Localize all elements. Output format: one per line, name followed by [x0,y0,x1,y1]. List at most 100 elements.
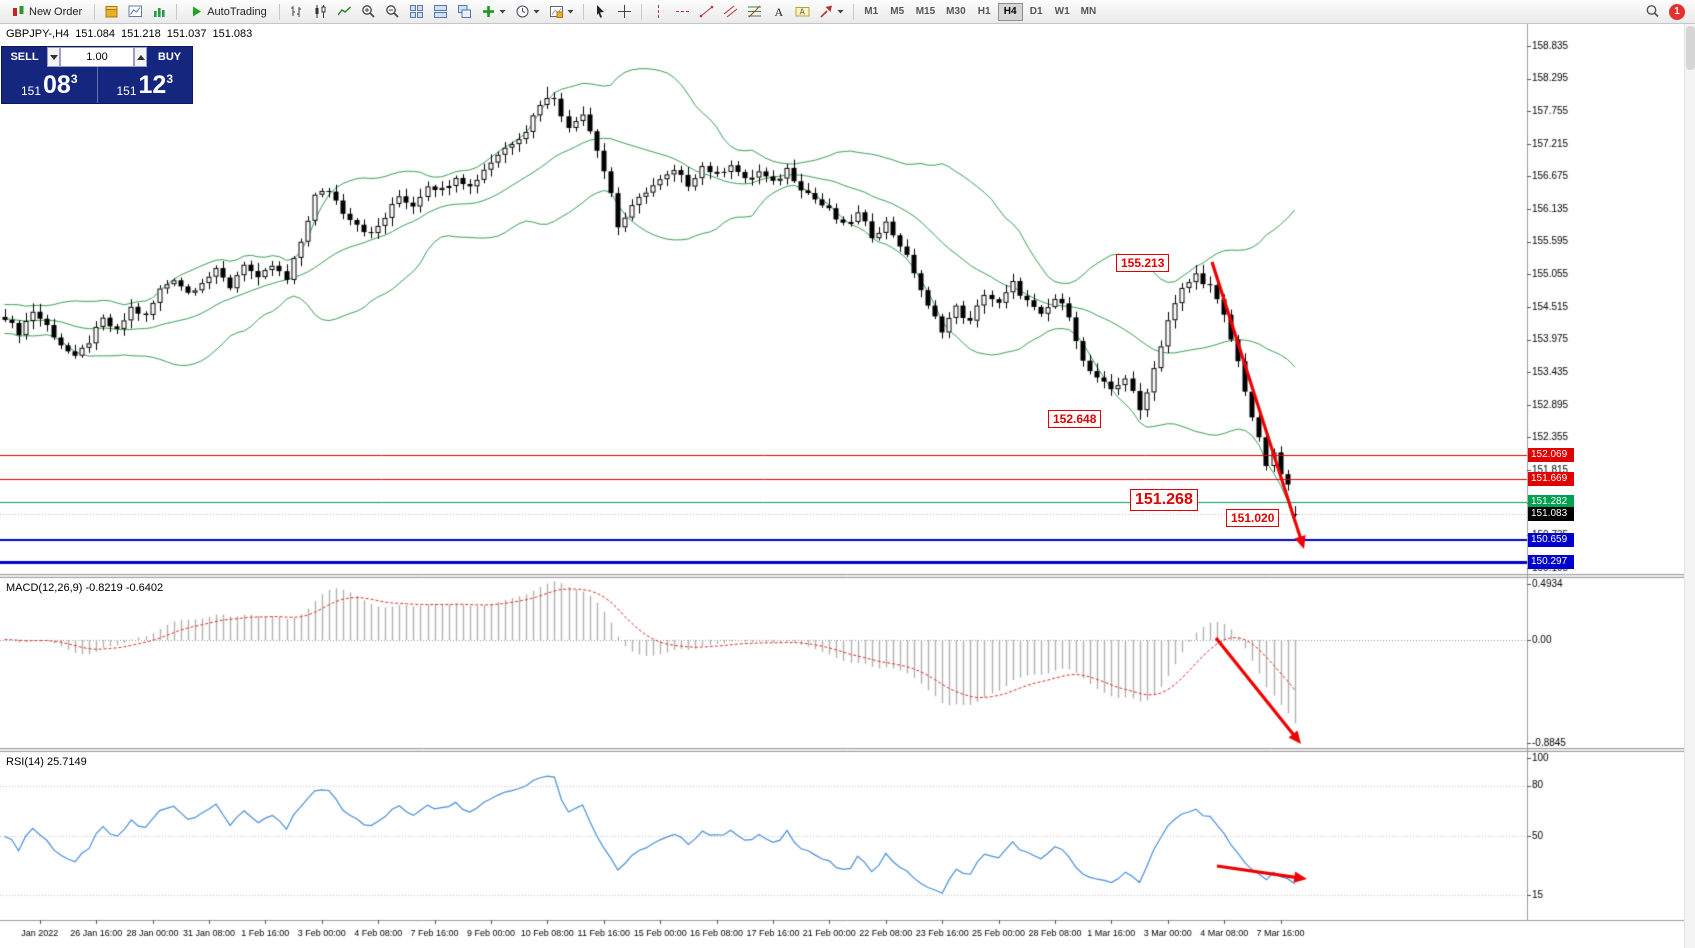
chart-bars-button[interactable] [285,2,308,22]
cursor-button[interactable] [589,2,612,22]
text-button[interactable]: A [767,2,790,22]
crosshair-icon [617,4,632,19]
volume-increase-button[interactable] [134,47,147,67]
price-chart-canvas[interactable] [0,24,1695,948]
new-order-button[interactable]: New Order [4,2,89,22]
trend-line-button[interactable] [695,2,718,22]
sell-price-int: 151 [20,84,42,98]
timeframe-w1-button[interactable]: W1 [1050,3,1075,21]
buy-price-display[interactable]: 151 12 3 [98,67,193,103]
vertical-line-icon [651,4,666,19]
zoom-out-button[interactable] [381,2,404,22]
sell-price-display[interactable]: 151 08 3 [2,67,97,103]
timeframe-h1-button[interactable]: H1 [972,3,997,21]
macd-indicator-label: MACD(12,26,9) -0.8219 -0.6402 [6,582,164,594]
timeframe-h4-button[interactable]: H4 [997,2,1023,21]
timeframe-d1-button[interactable]: D1 [1024,3,1049,21]
chart-add-button[interactable] [148,2,171,22]
toolbar-group-pointer [589,2,636,22]
timeframe-m5-button[interactable]: M5 [885,3,910,21]
sell-price-pips: 08 [43,71,71,99]
crosshair-button[interactable] [613,2,636,22]
fibonacci-button[interactable] [743,2,766,22]
periods-clock-button[interactable] [511,2,544,22]
price-tag: 151.282 [1528,495,1574,510]
sell-price-fraction: 3 [70,72,78,86]
price-tag: 150.659 [1528,532,1574,547]
cursor-icon [593,4,608,19]
arrow-shapes-button[interactable] [815,2,848,22]
toolbar-separator [582,3,584,20]
text-icon: A [771,4,786,19]
autotrading-button[interactable]: AutoTrading [182,2,274,22]
timeframe-mn-button[interactable]: MN [1076,3,1102,21]
price-annotation[interactable]: 151.020 [1226,509,1280,527]
timeframe-m30-button[interactable]: M30 [941,3,970,21]
buy-price-pips: 12 [138,71,167,99]
search-icon[interactable] [1645,4,1660,19]
chart-preview-button[interactable] [124,2,147,22]
timeframe-m15-button[interactable]: M15 [911,3,940,21]
price-annotation[interactable]: 155.213 [1116,254,1170,272]
price-tag: 151.669 [1528,471,1574,486]
chart-candles-button[interactable] [309,2,332,22]
new-order-label: New Order [29,5,83,18]
horizontal-line-button[interactable] [671,2,694,22]
cascade-windows-button[interactable] [453,2,476,22]
toolbar-separator [852,3,854,20]
text-label-button[interactable]: A [791,2,814,22]
tile-windows-icon [409,4,424,19]
tile-windows-button[interactable] [405,2,428,22]
chart-line-button[interactable] [333,2,356,22]
chart-line-icon [337,4,352,19]
toolbar-group-chart [285,2,476,22]
price-tag: 152.069 [1528,447,1574,462]
chart-add-icon [152,4,167,19]
bar-high-value: 151.218 [120,28,161,40]
templates-chart-icon [549,4,564,19]
buy-button[interactable]: BUY [147,47,192,67]
notification-badge[interactable]: 1 [1669,3,1685,20]
rsi-indicator-label: RSI(14) 25.7149 [6,756,87,768]
symbol-period: GBPJPY-,H4 [6,28,70,40]
text-label-icon: A [795,4,810,19]
price-divider [96,67,98,103]
bar-close-value: 151.083 [212,28,253,40]
triangle-up-icon [136,54,145,60]
one-click-prices: 151 08 3 151 12 3 [2,67,192,103]
price-tag: 150.297 [1528,554,1574,569]
volume-input[interactable] [60,47,134,67]
toolbar-separator [94,3,96,20]
package-icon [104,4,119,19]
scrollbar-thumb[interactable] [1686,26,1695,70]
sell-button[interactable]: SELL [2,47,47,67]
toolbar-group-dropdowns [477,2,578,22]
templates-chart-button[interactable] [545,2,578,22]
vertical-scrollbar[interactable] [1684,24,1695,948]
volume-decrease-button[interactable] [47,47,60,67]
trend-line-icon [699,4,714,19]
price-annotation[interactable]: 152.648 [1048,410,1102,428]
arrange-vertical-icon [433,4,448,19]
zoom-in-button[interactable] [357,2,380,22]
vertical-line-button[interactable] [647,2,670,22]
indicators-add-button[interactable] [477,2,510,22]
autotrading-label: AutoTrading [207,5,267,18]
package-button[interactable] [100,2,123,22]
timeframe-m1-button[interactable]: M1 [859,3,884,21]
equidistant-channel-button[interactable] [719,2,742,22]
price-annotation[interactable]: 151.268 [1130,489,1198,511]
one-click-trading-panel: SELL BUY 151 08 3 151 12 3 [1,46,193,104]
indicators-add-icon [481,4,496,19]
bar-low-value: 151.037 [166,28,207,40]
triangle-down-icon [49,54,58,60]
caret-down-icon [567,4,574,19]
new-order-icon [11,4,26,19]
arrange-vertical-button[interactable] [429,2,452,22]
chart-candles-icon [313,4,328,19]
autotrading-play-icon [189,4,204,19]
chart-preview-icon [128,4,143,19]
